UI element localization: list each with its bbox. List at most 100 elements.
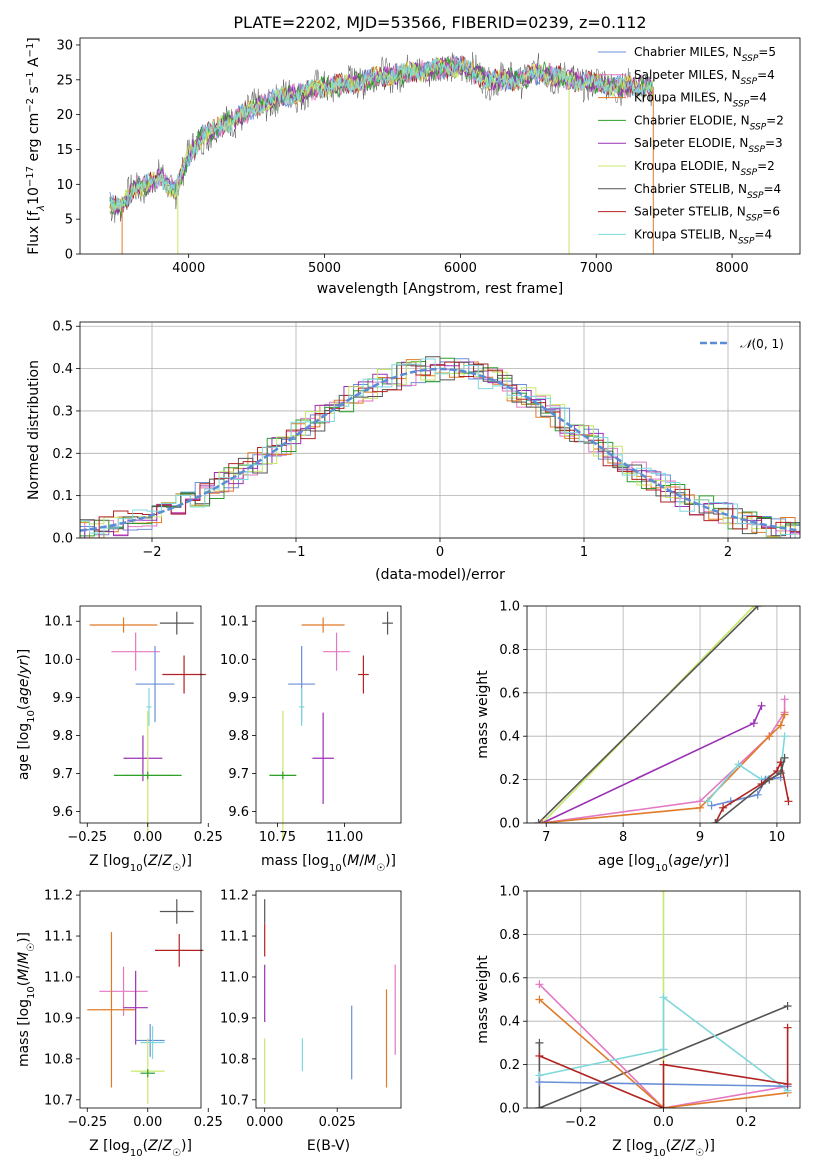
weight-vs-Z-lines <box>535 891 792 1108</box>
weight-vs-age-frame: 7 8 9 10 0.0 0.2 0.4 0.6 0.8 1.0 <box>499 600 801 845</box>
weight-marker <box>659 993 668 1002</box>
weight-marker <box>535 1051 544 1060</box>
spectrum-series-line <box>109 57 654 211</box>
y-tick-label: 9.9 <box>228 691 249 706</box>
weight-marker <box>780 753 789 762</box>
weight-vs-Z-x-label: Z [log10(Z/Z☉)] <box>612 1138 715 1159</box>
age-vs-Z-points <box>89 611 206 841</box>
weight-marker <box>780 710 789 719</box>
weight-line <box>537 606 759 823</box>
x-tick-label: 0.00 <box>133 830 162 845</box>
residuals-grid <box>80 322 800 539</box>
weight-marker <box>765 775 774 784</box>
y-tick-label: 1.0 <box>499 885 520 900</box>
y-tick-label: 10 <box>56 178 73 193</box>
mass-vs-Z-frame: −0.25 0.00 0.25 10.7 10.8 10.9 11.0 11.1 11.2 <box>44 889 223 1130</box>
y-tick-label: 0.0 <box>52 532 73 547</box>
y-tick-label: 5 <box>65 213 73 228</box>
x-tick-label: −0.25 <box>67 830 107 845</box>
axes-frame <box>526 605 801 824</box>
weight-marker <box>659 1060 668 1069</box>
y-tick-label: 10.9 <box>44 1011 73 1026</box>
y-tick-label: 11.0 <box>220 970 249 985</box>
spectrum-frame: 4000 5000 6000 7000 8000 0 5 10 15 20 25 30 <box>56 37 801 276</box>
x-tick-label: −0.2 <box>565 1115 597 1130</box>
weight-marker <box>783 1080 792 1089</box>
weight-marker <box>783 1002 792 1011</box>
y-tick-label: 10.7 <box>44 1093 73 1108</box>
y-tick-label: 11.2 <box>44 889 73 904</box>
weight-line <box>714 757 786 823</box>
spectrum-lines <box>109 52 654 254</box>
x-tick-label: 0.0 <box>653 1115 674 1130</box>
weight-line <box>539 1005 788 1108</box>
weight-marker <box>753 790 762 799</box>
residual-histogram-step <box>80 363 800 538</box>
y-tick-label: 0.4 <box>499 730 520 745</box>
x-tick-label: 0.000 <box>246 1115 283 1130</box>
axes-frame <box>79 605 202 824</box>
y-tick-label: 9.7 <box>52 767 73 782</box>
age-vs-mass-frame: 10.75 11.00 9.6 9.7 9.8 9.9 10.0 10.1 <box>220 605 402 845</box>
weight-line <box>539 995 789 1092</box>
x-tick-label: 10 <box>769 830 786 845</box>
axes-frame <box>79 890 202 1109</box>
weight-vs-age-x-label: age [log10(age/yr)] <box>598 853 729 874</box>
weight-line <box>542 705 763 823</box>
x-tick-label: 8 <box>619 830 627 845</box>
y-tick-label: 20 <box>56 108 73 123</box>
y-tick-label: 1.0 <box>499 600 520 615</box>
weight-vs-age-lines <box>534 606 793 823</box>
age-vs-Z-y-label: age [log10(age/yr)] <box>16 649 37 780</box>
weight-marker <box>535 1038 544 1047</box>
y-tick-label: 0.2 <box>52 447 73 462</box>
legend-entry: Salpeter MILES, NSSP=4 <box>634 68 775 87</box>
y-tick-label: 10.0 <box>44 653 73 668</box>
x-tick-label: 9 <box>696 830 704 845</box>
legend-entry: Salpeter STELIB, NSSP=6 <box>634 205 780 224</box>
mass-vs-EBV-points <box>264 899 396 1104</box>
spectrum-legend: Chabrier MILES, NSSP=5 Salpeter MILES, NS… <box>598 45 784 246</box>
residual-histogram-step <box>80 358 800 538</box>
weight-marker <box>783 1023 792 1032</box>
weight-line <box>707 736 786 802</box>
axes-frame <box>255 605 402 824</box>
legend-entry: 𝒩(0, 1) <box>740 337 784 351</box>
y-tick-label: 30 <box>56 38 73 53</box>
y-tick-label: 11.1 <box>44 930 73 945</box>
y-tick-label: 9.6 <box>52 805 73 820</box>
legend-entry: Kroupa STELIB, NSSP=4 <box>634 227 772 246</box>
x-tick-label: 11.00 <box>326 830 363 845</box>
y-tick-label: 0 <box>65 248 73 263</box>
weight-marker <box>753 606 762 610</box>
age-vs-mass-x-label: mass [log10(M/M☉)] <box>261 853 396 874</box>
mass-vs-EBV-frame: 0.000 0.025 10.7 10.8 10.9 11.0 11.1 11.2 <box>220 889 402 1130</box>
x-tick-label: 5000 <box>308 261 341 276</box>
x-tick-label: 4000 <box>172 261 205 276</box>
residuals-axes <box>80 322 800 539</box>
figure-title: PLATE=2202, MJD=53566, FIBERID=0239, z=0… <box>233 13 646 32</box>
y-tick-label: 11.0 <box>44 970 73 985</box>
y-tick-label: 0.0 <box>499 817 520 832</box>
y-tick-label: 10.1 <box>220 615 249 630</box>
x-tick-label: 6000 <box>444 261 477 276</box>
y-tick-label: 9.9 <box>52 691 73 706</box>
weight-marker <box>659 891 668 895</box>
y-tick-label: 10.8 <box>220 1052 249 1067</box>
weight-marker <box>696 803 705 812</box>
y-tick-label: 0.6 <box>499 971 520 986</box>
x-tick-label: −0.25 <box>67 1115 107 1130</box>
weight-line <box>542 699 786 823</box>
y-tick-label: 0.4 <box>499 1015 520 1030</box>
weight-line <box>538 983 788 1108</box>
x-tick-label: 7000 <box>580 261 613 276</box>
weight-marker <box>535 980 544 989</box>
weight-vs-Z-y-label: mass weight <box>475 955 491 1044</box>
legend-entry: Chabrier ELODIE, NSSP=2 <box>634 113 784 132</box>
x-tick-label: 10.75 <box>259 830 296 845</box>
y-tick-label: 0.1 <box>52 489 73 504</box>
weight-marker <box>765 732 774 741</box>
y-tick-label: 10.7 <box>220 1093 249 1108</box>
weight-marker <box>659 1045 668 1054</box>
y-tick-label: 10.9 <box>220 1011 249 1026</box>
